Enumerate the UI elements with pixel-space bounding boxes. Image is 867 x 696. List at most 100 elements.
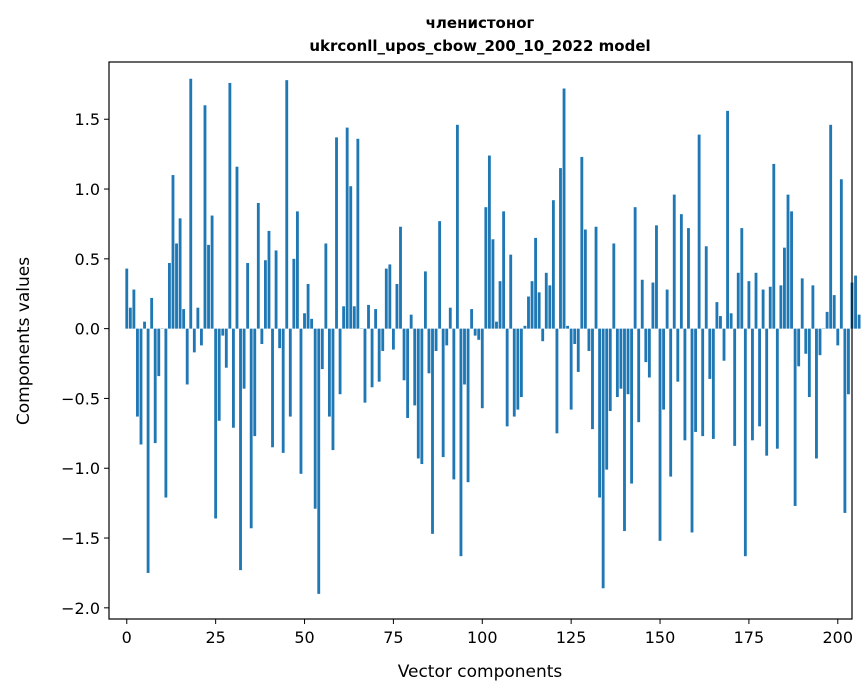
bar-56 (324, 243, 328, 329)
x-tick-label: 0 (122, 628, 132, 647)
bar-206 (857, 314, 861, 329)
bar-137 (612, 243, 616, 329)
bar-58 (331, 328, 335, 451)
bar-87 (434, 328, 438, 351)
bar-173 (740, 228, 744, 329)
bar-72 (381, 328, 385, 351)
bar-170 (729, 313, 733, 329)
y-tick-label: −0.5 (61, 389, 100, 408)
bar-32 (239, 328, 242, 571)
bar-17 (185, 328, 189, 385)
bar-36 (253, 328, 257, 437)
bar-127 (576, 328, 580, 372)
bar-153 (669, 328, 673, 477)
bar-98 (473, 328, 477, 336)
bar-102 (487, 155, 491, 329)
bar-178 (758, 328, 761, 427)
y-axis-label: Components values (14, 257, 34, 425)
bar-118 (544, 272, 548, 329)
bar-49 (299, 328, 303, 474)
bar-26 (217, 328, 221, 421)
bar-31 (235, 166, 239, 329)
bar-94 (459, 328, 463, 557)
bar-55 (320, 328, 324, 370)
bar-130 (587, 328, 591, 351)
bar-205 (854, 275, 857, 329)
bar-133 (598, 328, 602, 498)
bar-68 (367, 304, 370, 329)
bar-122 (559, 168, 562, 329)
x-axis-label: Vector components (398, 662, 563, 682)
bar-80 (409, 314, 413, 329)
bar-116 (537, 292, 541, 329)
bar-21 (200, 328, 203, 346)
bar-40 (267, 230, 271, 329)
bar-63 (349, 186, 353, 329)
bar-25 (214, 328, 218, 519)
bar-128 (580, 156, 584, 329)
y-tick-label: −1.5 (61, 529, 100, 548)
x-tick-label: 175 (734, 628, 765, 647)
bar-16 (182, 309, 186, 329)
bar-2 (132, 289, 136, 329)
bar-34 (246, 263, 250, 329)
bar-157 (683, 328, 687, 441)
bar-131 (591, 328, 594, 430)
bar-195 (818, 328, 822, 356)
bar-141 (626, 328, 630, 395)
bar-59 (335, 137, 338, 329)
bar-8 (153, 328, 157, 444)
bar-106 (502, 211, 506, 329)
bar-163 (704, 246, 708, 329)
bar-142 (630, 328, 634, 484)
bar-83 (420, 328, 424, 465)
chart-subtitle: ukrconll_upos_cbow_200_10_2022 model (309, 37, 650, 55)
bar-140 (623, 328, 626, 532)
bar-1 (128, 307, 132, 329)
bar-52 (310, 318, 314, 329)
bar-74 (388, 264, 392, 329)
bar-46 (288, 328, 292, 417)
bar-47 (292, 258, 296, 329)
bar-57 (327, 328, 331, 417)
bar-155 (676, 328, 680, 382)
bar-105 (498, 281, 502, 329)
bar-138 (615, 328, 619, 398)
bar-171 (733, 328, 737, 446)
bar-24 (210, 215, 214, 329)
bar-120 (551, 200, 555, 329)
bar-156 (679, 214, 683, 329)
bar-77 (399, 226, 402, 329)
bar-152 (665, 289, 669, 329)
bar-15 (178, 218, 182, 329)
bar-143 (633, 207, 637, 329)
bar-84 (423, 271, 427, 329)
bar-96 (466, 328, 470, 483)
bar-103 (491, 239, 495, 329)
bar-202 (843, 328, 847, 513)
bar-48 (295, 211, 299, 329)
bar-124 (566, 325, 570, 329)
bar-180 (765, 328, 769, 456)
chart-title: членистоног (426, 14, 535, 32)
bar-27 (221, 328, 225, 336)
bar-70 (374, 309, 378, 329)
bar-174 (743, 328, 747, 557)
bar-186 (786, 194, 790, 329)
plot-area-frame (108, 61, 853, 620)
bar-51 (306, 283, 310, 329)
bar-125 (569, 328, 573, 410)
bar-3 (136, 328, 139, 417)
bar-30 (232, 328, 235, 428)
bar-193 (811, 285, 815, 329)
bar-9 (157, 328, 161, 377)
bar-184 (779, 285, 783, 329)
bar-35 (249, 328, 253, 529)
x-tick-label: 25 (205, 628, 225, 647)
bar-191 (804, 328, 808, 354)
bar-11 (164, 328, 168, 498)
bar-90 (445, 328, 449, 346)
bar-183 (775, 328, 779, 449)
y-tick-label: −1.0 (61, 459, 100, 478)
bar-172 (736, 272, 740, 329)
